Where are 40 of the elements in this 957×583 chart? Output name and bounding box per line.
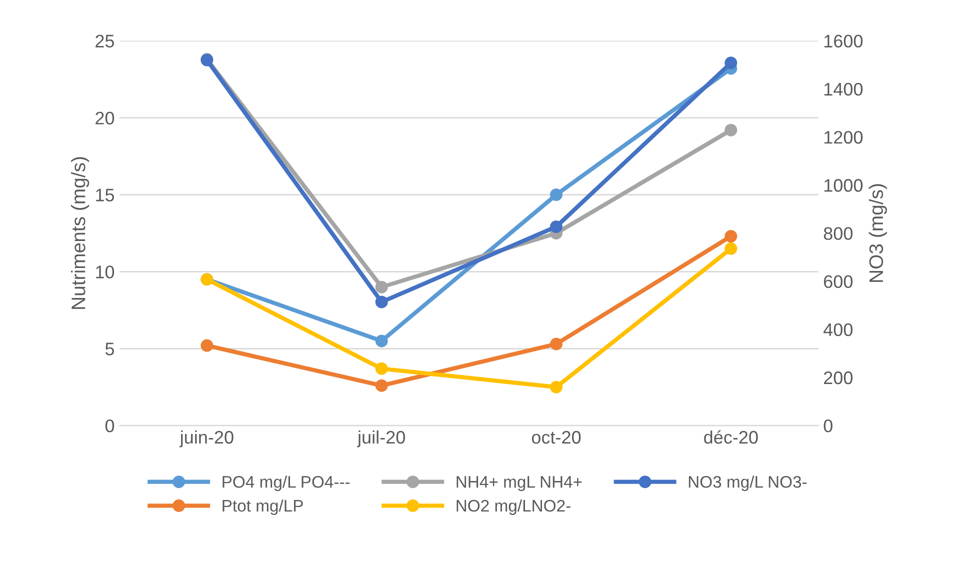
y-tick-label: 15 <box>96 188 114 202</box>
point <box>375 334 388 348</box>
point <box>724 230 738 243</box>
x-tick-label: juin-20 <box>179 430 234 448</box>
point <box>200 339 214 352</box>
y2-tick-label: 1000 <box>824 179 863 192</box>
point <box>375 280 388 294</box>
y-axis-title: Nutriments (mg/s) <box>71 157 90 309</box>
point <box>724 56 738 70</box>
point <box>724 124 738 136</box>
x-tick-label: juil-20 <box>357 430 405 448</box>
y2-tick-label: 0 <box>824 420 832 432</box>
y-tick-label: 20 <box>96 112 114 124</box>
y-tick-label: 0 <box>105 420 114 432</box>
y2-tick-label: 600 <box>824 275 853 288</box>
legend-label: Ptot mg/LP <box>222 499 303 515</box>
y2-tick-label: 1600 <box>824 34 863 48</box>
y-tick-label: 25 <box>96 34 114 48</box>
legend-label: PO4 mg/L PO4--- <box>222 476 350 492</box>
point <box>724 242 738 255</box>
y-tick-label: 10 <box>96 266 114 278</box>
y-tick-label: 5 <box>105 342 114 356</box>
y2-tick-label: 800 <box>824 227 853 240</box>
x-tick-label: déc-20 <box>704 430 758 444</box>
point <box>550 338 563 350</box>
point <box>550 188 563 201</box>
point <box>375 379 388 392</box>
point <box>375 362 388 375</box>
point <box>550 380 563 394</box>
point <box>550 220 563 233</box>
y2-tick-label: 1200 <box>824 130 863 144</box>
y2-tick-label: 400 <box>824 323 853 336</box>
legend-label: NO3 mg/L NO3- <box>688 476 807 492</box>
x-tick-label: oct-20 <box>532 430 581 444</box>
point <box>375 296 388 308</box>
y2-tick-label: 1400 <box>824 82 863 96</box>
legend-label: NO2 mg/LNO2- <box>456 499 570 515</box>
y2-axis-title: NO3 (mg/s) <box>868 184 887 282</box>
y2-tick-label: 200 <box>824 371 853 384</box>
legend-label: NH4+ mgL NH4+ <box>456 476 582 492</box>
